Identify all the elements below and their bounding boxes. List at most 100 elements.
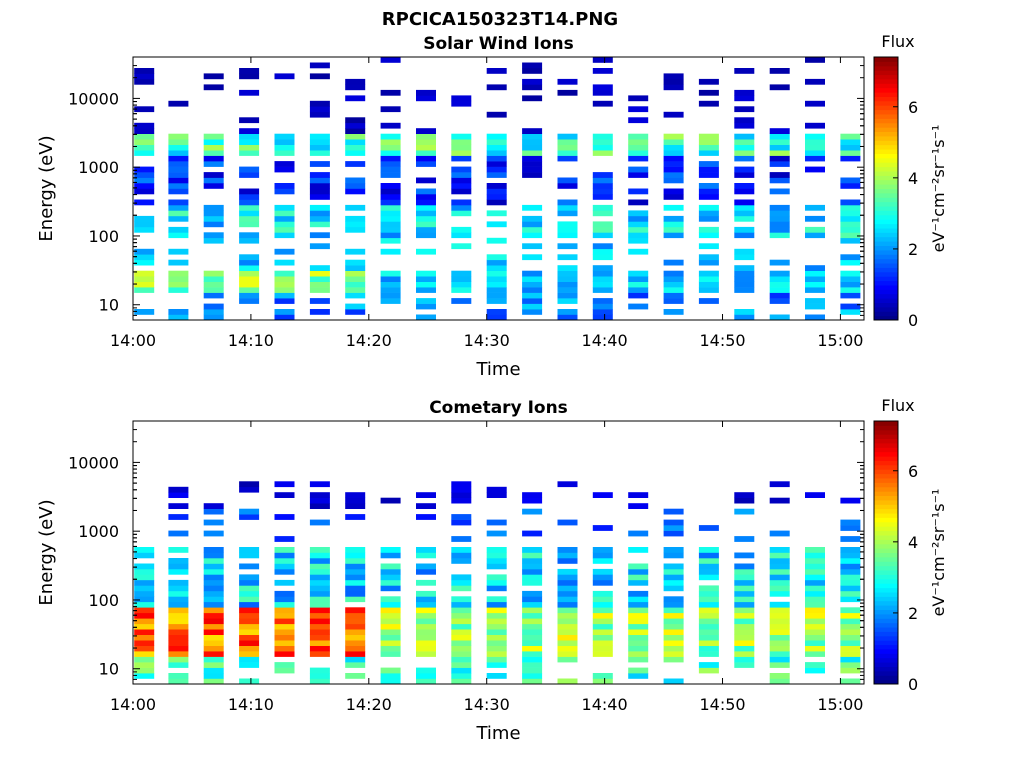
heatmap-cell bbox=[134, 276, 155, 282]
heatmap-cell bbox=[557, 221, 578, 228]
colorbar-tick-label: 2 bbox=[908, 604, 918, 623]
heatmap-cell bbox=[663, 226, 684, 233]
heatmap-cell bbox=[840, 678, 861, 685]
heatmap-cell bbox=[203, 309, 224, 315]
colorbar-segment bbox=[874, 131, 898, 137]
heatmap-cell bbox=[309, 651, 330, 657]
heatmap-cell bbox=[168, 166, 189, 173]
heatmap-cell bbox=[416, 547, 436, 553]
heatmap-cell bbox=[769, 568, 790, 575]
heatmap-cell bbox=[168, 678, 189, 685]
heatmap-cell bbox=[663, 292, 684, 299]
colorbar-segment bbox=[874, 657, 898, 663]
heatmap-cell bbox=[840, 547, 861, 553]
heatmap-cell bbox=[805, 215, 825, 222]
heatmap-cell bbox=[698, 188, 719, 195]
heatmap-cell bbox=[345, 270, 366, 277]
colorbar: 0 2 4 6 Flux eV⁻¹cm⁻²sr⁻¹s⁻¹ bbox=[873, 396, 948, 694]
heatmap-cell bbox=[769, 287, 790, 293]
heatmap-cell bbox=[168, 558, 189, 564]
heatmap-cell bbox=[134, 215, 155, 222]
heatmap-cell bbox=[380, 601, 401, 608]
heatmap-cell bbox=[168, 276, 189, 282]
heatmap-cell bbox=[451, 166, 472, 173]
colorbar-tick-label: 6 bbox=[908, 462, 918, 481]
heatmap-cell bbox=[522, 150, 543, 156]
colorbar-segment bbox=[874, 556, 898, 562]
heatmap-cell bbox=[805, 601, 825, 608]
colorbar-segment bbox=[874, 197, 898, 203]
heatmap-cell bbox=[557, 232, 578, 239]
heatmap-cell bbox=[734, 596, 755, 603]
heatmap-cell bbox=[345, 144, 366, 151]
heatmap-cell bbox=[203, 623, 224, 630]
heatmap-cell bbox=[522, 243, 543, 250]
heatmap-cell bbox=[769, 640, 790, 646]
heatmap-cell bbox=[239, 194, 260, 200]
heatmap-cell bbox=[134, 634, 155, 641]
heatmap-cell bbox=[451, 673, 472, 679]
heatmap-cell bbox=[557, 481, 578, 488]
heatmap-cell bbox=[557, 276, 578, 282]
heatmap-cell bbox=[380, 57, 401, 63]
heatmap-cell bbox=[557, 150, 578, 156]
heatmap-cell bbox=[522, 276, 543, 282]
heatmap-cell bbox=[168, 150, 189, 156]
heatmap-cell bbox=[769, 530, 790, 537]
heatmap-cell bbox=[345, 139, 366, 145]
heatmap-cell bbox=[557, 287, 578, 293]
heatmap-cell bbox=[451, 497, 472, 504]
colorbar-segment bbox=[874, 447, 898, 453]
heatmap-cell bbox=[663, 629, 684, 635]
heatmap-cell bbox=[805, 563, 825, 570]
heatmap-cell bbox=[345, 117, 366, 124]
heatmap-cell bbox=[805, 579, 825, 586]
heatmap-cell bbox=[274, 210, 295, 217]
heatmap-cell bbox=[239, 634, 260, 641]
heatmap-cell bbox=[274, 248, 295, 255]
heatmap-cell bbox=[522, 161, 543, 167]
heatmap-cell bbox=[203, 287, 224, 293]
heatmap-cell bbox=[309, 601, 330, 608]
heatmap-cell bbox=[134, 122, 155, 129]
heatmap-cell bbox=[239, 232, 260, 239]
heatmap-cell bbox=[486, 139, 507, 145]
heatmap-cell bbox=[309, 596, 330, 603]
heatmap-cell bbox=[345, 122, 366, 129]
heatmap-cell bbox=[274, 150, 295, 156]
colorbar-segment bbox=[874, 311, 898, 317]
heatmap-cell bbox=[769, 585, 790, 592]
heatmap-cell bbox=[203, 634, 224, 641]
heatmap-cell bbox=[734, 226, 755, 233]
heatmap-cell bbox=[769, 314, 790, 321]
heatmap-cell bbox=[663, 618, 684, 625]
colorbar-title: Flux bbox=[881, 32, 914, 51]
heatmap-cell bbox=[345, 629, 366, 635]
heatmap-cell bbox=[239, 117, 260, 124]
heatmap-cell bbox=[663, 678, 684, 685]
heatmap-cell bbox=[486, 623, 507, 630]
colorbar-segment bbox=[874, 425, 898, 431]
heatmap-cell bbox=[134, 78, 155, 85]
colorbar-segment bbox=[874, 298, 898, 303]
heatmap-cell bbox=[134, 552, 155, 559]
heatmap-cell bbox=[698, 232, 719, 239]
heatmap-cell bbox=[486, 607, 507, 614]
heatmap-cell bbox=[805, 492, 825, 498]
heatmap-cell bbox=[663, 133, 684, 140]
heatmap-cell bbox=[274, 287, 295, 293]
colorbar-segment bbox=[874, 679, 898, 685]
heatmap-cell bbox=[522, 139, 543, 145]
heatmap-cell bbox=[592, 678, 613, 685]
colorbar-segment bbox=[874, 65, 898, 71]
heatmap-cell bbox=[274, 536, 295, 542]
colorbar-segment bbox=[874, 460, 898, 466]
heatmap-cell bbox=[345, 292, 366, 299]
heatmap-cell bbox=[345, 226, 366, 233]
heatmap-cell bbox=[486, 601, 507, 608]
heatmap-cell bbox=[416, 161, 436, 167]
heatmap-cell bbox=[239, 678, 260, 685]
heatmap-cell bbox=[168, 215, 189, 222]
heatmap-cell bbox=[416, 210, 436, 217]
heatmap-cell bbox=[522, 552, 543, 559]
